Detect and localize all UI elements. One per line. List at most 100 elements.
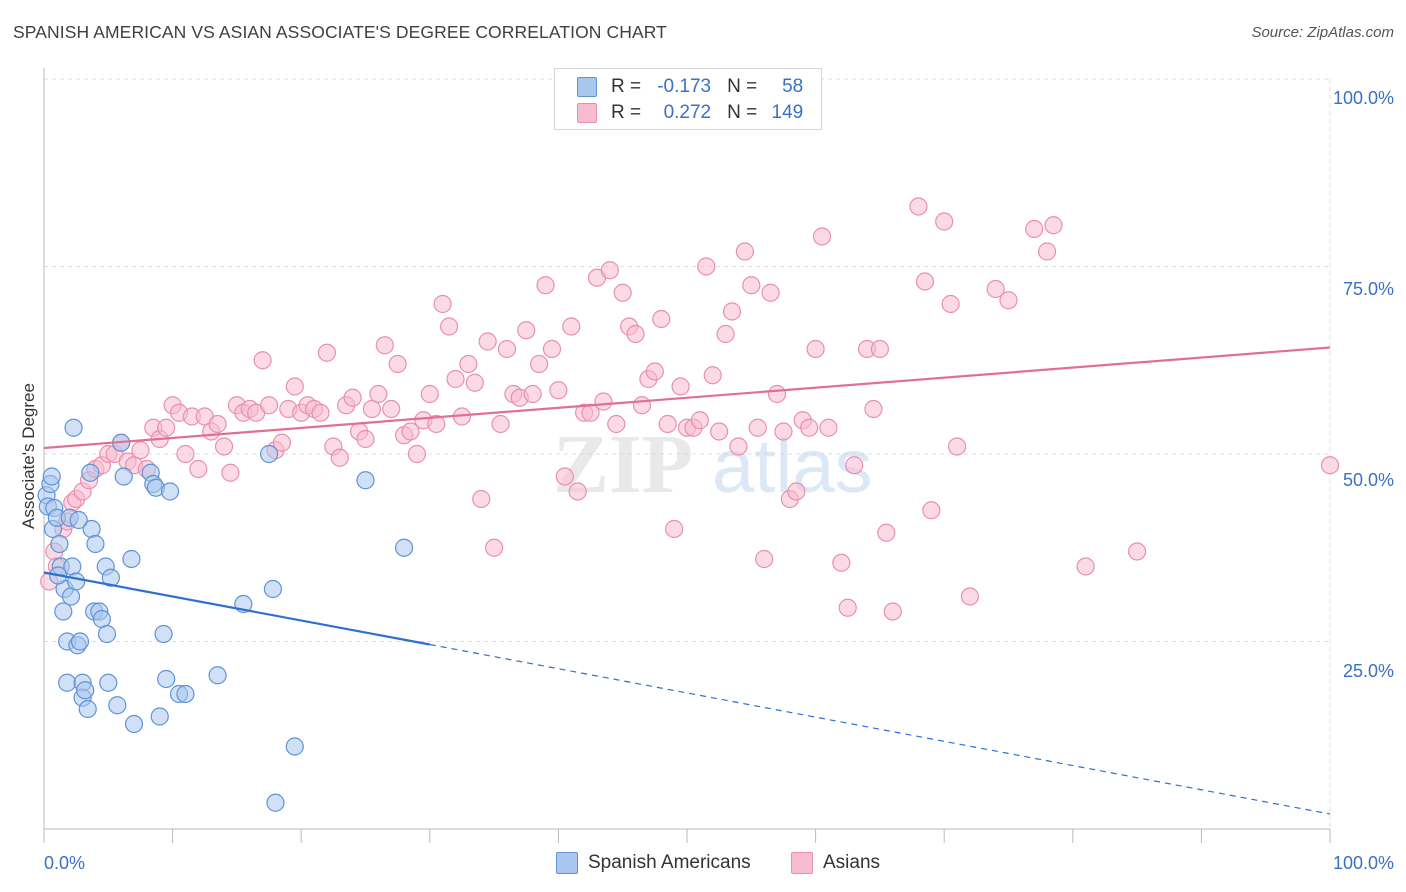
- asian-point: [870, 339, 890, 359]
- spanish-american-point: [394, 538, 414, 557]
- r-label: R =: [611, 76, 642, 97]
- asian-point: [626, 324, 645, 344]
- asian-point: [214, 437, 234, 456]
- asian-point: [915, 272, 935, 291]
- asian-point: [253, 351, 272, 370]
- asian-point: [356, 429, 375, 449]
- asian-point: [272, 433, 292, 452]
- asian-point: [600, 261, 619, 280]
- y-axis-label: Associate's Degree: [19, 383, 38, 529]
- asian-point: [259, 396, 279, 415]
- asian-point: [1025, 219, 1044, 239]
- asian-point: [523, 384, 542, 404]
- asian-point: [735, 242, 754, 261]
- asian-point: [433, 294, 452, 314]
- spanish-american-point: [70, 632, 90, 651]
- asian-point: [909, 197, 928, 216]
- asian-point: [941, 294, 960, 314]
- asian-point: [208, 414, 227, 434]
- asian-point: [812, 227, 832, 246]
- y-tick-label-25: 25.0%: [1343, 661, 1394, 681]
- asian-point: [382, 399, 401, 419]
- spanish-american-point: [285, 737, 304, 756]
- asian-point: [343, 388, 362, 407]
- chart-source: Source: ZipAtlas.com: [1251, 24, 1394, 41]
- spanish-american-point: [122, 549, 141, 569]
- spanish-americans-points: [37, 418, 414, 812]
- asian-point: [864, 399, 883, 419]
- spanish-american-point: [154, 624, 173, 644]
- asian-point: [665, 519, 684, 539]
- spanish-american-point: [356, 471, 375, 490]
- asian-point: [562, 317, 581, 336]
- spanish-american-point: [150, 707, 169, 726]
- spanish-american-point: [81, 463, 100, 482]
- spanish-american-point: [157, 669, 176, 689]
- asian-point: [439, 317, 459, 336]
- asian-point: [459, 354, 478, 374]
- r-value: 0.272: [663, 102, 712, 123]
- asians-trend-line: [43, 346, 1331, 450]
- asian-point: [549, 381, 568, 400]
- asian-point: [742, 276, 761, 295]
- asian-point: [491, 414, 510, 434]
- asian-point: [632, 396, 652, 415]
- spanish-americans-swatch: [577, 77, 597, 97]
- legend-item-spanish-americans: Spanish Americans: [556, 852, 751, 874]
- asian-point: [800, 418, 819, 437]
- spanish-american-point: [124, 714, 144, 734]
- asian-point: [427, 414, 446, 434]
- n-value: 58: [782, 76, 804, 97]
- spanish-american-point: [54, 602, 73, 621]
- asian-point: [767, 384, 787, 404]
- asian-point: [594, 392, 613, 411]
- asian-point: [542, 339, 562, 359]
- y-tick-label-50: 50.0%: [1343, 470, 1394, 490]
- asian-point: [330, 448, 349, 467]
- asian-point: [697, 257, 716, 276]
- n-label: N =: [727, 76, 758, 97]
- asian-point: [838, 598, 857, 617]
- asian-point: [536, 276, 555, 295]
- spanish-american-point: [108, 696, 127, 715]
- asian-point: [472, 489, 491, 509]
- spanish-american-point: [176, 684, 195, 704]
- asian-point: [568, 482, 587, 501]
- spanish-american-point: [208, 666, 227, 685]
- asian-point: [761, 283, 780, 302]
- asians-legend-label: Asians: [823, 852, 881, 873]
- spanish-american-point: [263, 579, 283, 599]
- asian-point: [613, 283, 632, 302]
- spanish-american-point: [97, 624, 117, 644]
- asians-points: [40, 197, 1340, 621]
- asian-point: [407, 444, 427, 464]
- stats-row-spanish-americans: R = -0.173 N = 58: [577, 74, 803, 100]
- spanish-american-point: [58, 673, 77, 692]
- asian-point: [671, 377, 690, 396]
- spanish-american-point: [50, 534, 69, 554]
- chart-title: SPANISH AMERICAN VS ASIAN ASSOCIATE'S DE…: [13, 22, 667, 42]
- asian-point: [832, 553, 851, 572]
- asian-point: [1037, 242, 1057, 261]
- asian-point: [845, 456, 864, 475]
- asian-point: [401, 422, 420, 441]
- stats-row-asians: R = 0.272 N = 149: [577, 100, 803, 126]
- spanish-american-point: [266, 793, 285, 812]
- x-tick-label-0: 0.0%: [44, 853, 85, 873]
- y-tick-label-75: 75.0%: [1343, 279, 1394, 299]
- axes: [43, 68, 1331, 843]
- asian-point: [189, 459, 208, 479]
- asian-point: [877, 523, 896, 542]
- asian-point: [1127, 542, 1147, 561]
- spanish-american-point: [99, 673, 118, 692]
- asian-point: [703, 366, 722, 385]
- asian-point: [935, 212, 954, 231]
- spanish-american-point: [76, 681, 95, 700]
- asian-point: [478, 332, 497, 351]
- trend-lines: [43, 346, 1331, 815]
- asian-point: [1320, 456, 1340, 475]
- asian-point: [485, 538, 504, 557]
- spanish-american-point: [160, 482, 180, 501]
- asian-point: [375, 336, 394, 355]
